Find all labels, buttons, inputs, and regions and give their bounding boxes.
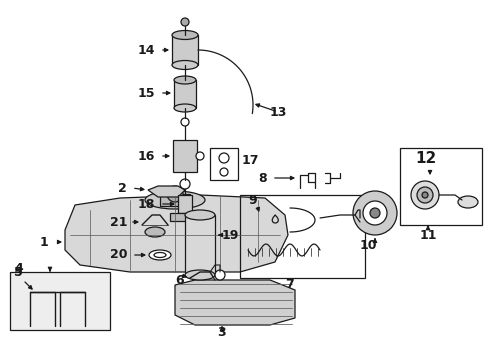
Text: 10: 10: [359, 239, 376, 252]
Circle shape: [352, 191, 396, 235]
Circle shape: [219, 153, 228, 163]
Ellipse shape: [145, 227, 164, 237]
Text: 12: 12: [414, 150, 435, 166]
PathPatch shape: [175, 280, 294, 325]
Bar: [160, 194, 190, 206]
Circle shape: [220, 168, 227, 176]
PathPatch shape: [65, 195, 287, 272]
Bar: [240, 195, 364, 278]
Ellipse shape: [145, 191, 204, 209]
Ellipse shape: [172, 60, 198, 69]
Ellipse shape: [457, 196, 477, 208]
Bar: [399, 148, 481, 225]
Text: 18: 18: [138, 198, 155, 211]
Text: 6: 6: [175, 274, 183, 287]
Bar: [174, 80, 196, 108]
Text: 20: 20: [110, 248, 127, 261]
Circle shape: [416, 187, 432, 203]
Bar: [170, 213, 200, 221]
Circle shape: [167, 186, 183, 202]
Text: 9: 9: [247, 194, 256, 207]
Text: 13: 13: [269, 105, 287, 118]
Circle shape: [181, 118, 189, 126]
Bar: [10, 272, 110, 330]
Ellipse shape: [174, 76, 196, 84]
Text: 19: 19: [222, 229, 239, 242]
Circle shape: [369, 208, 379, 218]
Bar: [172, 35, 198, 65]
Text: 1: 1: [40, 235, 49, 248]
Ellipse shape: [184, 270, 215, 280]
Bar: [209, 148, 238, 180]
Circle shape: [215, 270, 224, 280]
Bar: [184, 215, 215, 275]
Circle shape: [196, 152, 203, 160]
Bar: [173, 140, 197, 172]
PathPatch shape: [148, 186, 184, 197]
Ellipse shape: [154, 252, 165, 257]
Text: 21: 21: [110, 216, 127, 229]
Text: 16: 16: [138, 149, 155, 162]
Text: 4: 4: [14, 261, 23, 274]
Circle shape: [410, 181, 438, 209]
Text: 5: 5: [14, 266, 23, 279]
Text: 17: 17: [242, 153, 259, 166]
Text: 8: 8: [258, 171, 266, 185]
Bar: [178, 195, 192, 213]
Circle shape: [421, 192, 427, 198]
Ellipse shape: [149, 250, 171, 260]
Text: 7: 7: [285, 279, 294, 292]
Text: 14: 14: [138, 44, 155, 57]
Text: 11: 11: [418, 229, 436, 242]
Text: 2: 2: [118, 181, 126, 194]
Text: 15: 15: [138, 86, 155, 99]
Ellipse shape: [174, 104, 196, 112]
Circle shape: [362, 201, 386, 225]
Ellipse shape: [172, 31, 198, 40]
Circle shape: [181, 18, 189, 26]
Text: 3: 3: [217, 327, 226, 339]
Ellipse shape: [184, 210, 215, 220]
Circle shape: [180, 179, 190, 189]
